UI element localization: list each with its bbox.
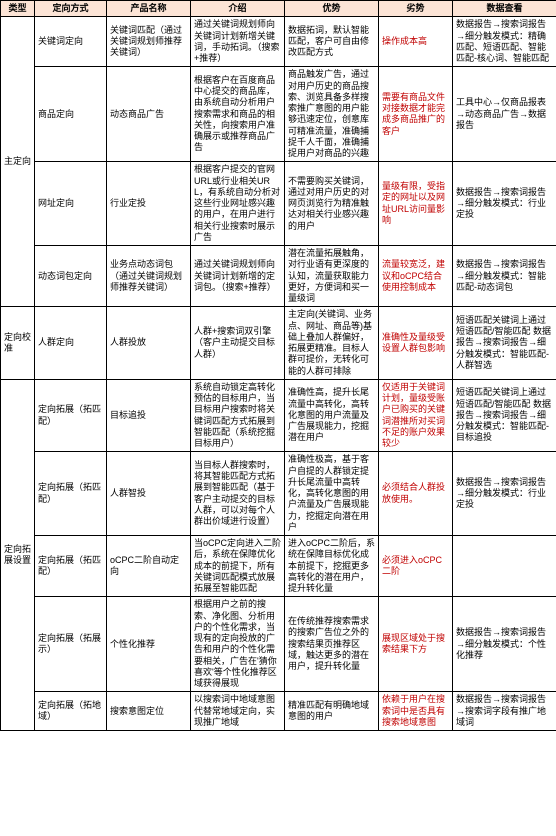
cell-c4: 主定向(关键词、业务点、网址、商品等)基础上叠加人群偏好，拓展更精准。目标人群可… — [285, 307, 379, 380]
cell-c4: 进入oCPC二阶后，系统在保障目标优化成本前提下，挖掘更多高转化的潜在用户，提升… — [285, 536, 379, 597]
cell-c5: 依赖于用户在搜索词中是否具有搜索地域意图 — [379, 692, 453, 731]
cell-c4: 准确性高，提升长尾流量中高转化，高转化意图的用户流量及广告展现能力，挖掘潜在用户 — [285, 379, 379, 452]
header-0: 类型 — [1, 1, 35, 17]
cell-c3: 人群+搜索词双引擎（客户主动提交目标人群） — [191, 307, 285, 380]
table-row: 定向拓展（拓匹配）人群智投当目标人群搜索时，将其智能匹配方式拓展到智能匹配（基于… — [1, 452, 556, 536]
cell-c5: 操作成本高 — [379, 17, 453, 67]
table-row: 定向校准人群定向人群投放人群+搜索词双引擎（客户主动提交目标人群）主定向(关键词… — [1, 307, 556, 380]
cell-c6: 工具中心→仅商品报表→动态商品广告→数据报告 — [453, 67, 556, 162]
cell-c1: 定向拓展（拓匹配） — [35, 452, 107, 536]
cell-c3: 通过关键词规划师向关键词计划新增的定词包。（搜索+推荐） — [191, 246, 285, 307]
cell-c1: 人群定向 — [35, 307, 107, 380]
table-body: 主定向关键词定向关键词匹配（通过关键词规划师推荐关键词）通过关键词规划师向关键词… — [1, 17, 556, 731]
cell-c2: 关键词匹配（通过关键词规划师推荐关键词） — [107, 17, 191, 67]
cell-c6: 数据报告→搜索词报告→细分触发模式：行业定投 — [453, 452, 556, 536]
header-4: 优势 — [285, 1, 379, 17]
table-row: 定向拓展（拓展示）个性化推荐根据用户之前的搜索、净化图、分析用户的个性化需求，当… — [1, 597, 556, 692]
header-2: 产品名称 — [107, 1, 191, 17]
cell-c1: 定向拓展（拓匹配） — [35, 536, 107, 597]
cell-c4: 潜在流量拓展触角，对行业语有更深度的认知，流量获取能力更好，方便词和买一量级词 — [285, 246, 379, 307]
cell-c4: 不需要购买关键词，通过对用户历史的对网页浏览行为精准触达对相关行业感兴趣的用户 — [285, 162, 379, 246]
cell-c3: 当目标人群搜索时，将其智能匹配方式拓展到智能匹配（基于客户主动提交的目标人群，可… — [191, 452, 285, 536]
cell-c2: 行业定投 — [107, 162, 191, 246]
table-row: 网址定向行业定投根据客户提交的官网URL或行业相关URL，有系统自动分析对这些行… — [1, 162, 556, 246]
cell-c6: 数据报告→搜索词报告→细分触发模式：智能匹配-动态词包 — [453, 246, 556, 307]
cell-c2: 搜索意图定位 — [107, 692, 191, 731]
cell-c4: 在传统推荐搜索需求的搜索广告位之外的搜索结果页推荐区域，触达更多的潜在用户，提升… — [285, 597, 379, 692]
cell-c5: 仅适用于关键词计划，量级受账户已购买的关键词潜推所对买词不足的账户效果较少 — [379, 379, 453, 452]
table-row: 商品定向动态商品广告根据客户在百度商品中心提交的商品库，由系统自动分析用户搜索需… — [1, 67, 556, 162]
cell-c6: 数据报告→搜索词报告→细分触发模式：个性化推荐 — [453, 597, 556, 692]
cell-c0: 定向校准 — [1, 307, 35, 380]
cell-c3: 根据客户在百度商品中心提交的商品库，由系统自动分析用户搜索需求和商品的相关性，向… — [191, 67, 285, 162]
cell-c6: 短语匹配关键词上通过短语匹配/智能匹配 数据报告→搜索词报告→细分触发模式：智能… — [453, 307, 556, 380]
header-5: 劣势 — [379, 1, 453, 17]
cell-c1: 商品定向 — [35, 67, 107, 162]
cell-c1: 定向拓展（拓匹配） — [35, 379, 107, 452]
cell-c4: 数据拓词，默认智能匹配，客户可自由修改匹配方式 — [285, 17, 379, 67]
cell-c6: 数据报告→搜索词报告→搜索词字段有推广地域词 — [453, 692, 556, 731]
cell-c5: 流量较宽泛，建议和oCPC结合使用控制成本 — [379, 246, 453, 307]
cell-c4: 准确性极高，基于客户自提的人群锁定提升长尾流量中高转化，高转化意图的用户流量及广… — [285, 452, 379, 536]
cell-c5: 必须结合人群投放使用。 — [379, 452, 453, 536]
cell-c3: 根据用户之前的搜索、净化图、分析用户的个性化需求，当现有的定向投放的广告和用户的… — [191, 597, 285, 692]
table-header-row: 类型定向方式产品名称介绍优势劣势数据查看 — [1, 1, 556, 17]
cell-c6 — [453, 536, 556, 597]
cell-c2: 个性化推荐 — [107, 597, 191, 692]
header-1: 定向方式 — [35, 1, 107, 17]
targeting-table: 类型定向方式产品名称介绍优势劣势数据查看 主定向关键词定向关键词匹配（通过关键词… — [0, 0, 556, 731]
table-row: 定向拓展（拓地域）搜索意图定位以搜索词中地域意图代替常地域定向，实现推广地域精准… — [1, 692, 556, 731]
cell-c5: 准确性及量级受设置人群包影响 — [379, 307, 453, 380]
cell-c2: 目标追投 — [107, 379, 191, 452]
cell-c5: 量级有限，受指定的网址以及网址URL访问量影响 — [379, 162, 453, 246]
cell-c2: oCPC二阶自动定向 — [107, 536, 191, 597]
cell-c3: 以搜索词中地域意图代替常地域定向，实现推广地域 — [191, 692, 285, 731]
cell-c2: 人群投放 — [107, 307, 191, 380]
table-row: 定向拓展设置定向拓展（拓匹配）目标追投系统自动锁定高转化预估的目标用户，当目标用… — [1, 379, 556, 452]
table-row: 动态词包定向业务点动态词包（通过关键词规划师推荐关键词）通过关键词规划师向关键词… — [1, 246, 556, 307]
cell-c5: 需要有商品文件对接数据才能完成多商品推广的客户 — [379, 67, 453, 162]
table-row: 主定向关键词定向关键词匹配（通过关键词规划师推荐关键词）通过关键词规划师向关键词… — [1, 17, 556, 67]
cell-c4: 精准匹配有明确地域意图的用户 — [285, 692, 379, 731]
cell-c3: 根据客户提交的官网URL或行业相关URL，有系统自动分析对这些行业网址感兴趣的用… — [191, 162, 285, 246]
cell-c6: 短语匹配关键词上通过短语匹配/智能匹配 数据报告→搜索词报告→细分触发模式：智能… — [453, 379, 556, 452]
header-3: 介绍 — [191, 1, 285, 17]
cell-c5: 展现区域处于搜索结果下方 — [379, 597, 453, 692]
cell-c2: 业务点动态词包（通过关键词规划师推荐关键词） — [107, 246, 191, 307]
cell-c0: 主定向 — [1, 17, 35, 307]
cell-c5: 必须进入oCPC二阶 — [379, 536, 453, 597]
table-row: 定向拓展（拓匹配）oCPC二阶自动定向当oCPC定向进入二阶后，系统在保障优化成… — [1, 536, 556, 597]
cell-c3: 当oCPC定向进入二阶后，系统在保障优化成本的前提下，所有关键词匹配模式放展拓展… — [191, 536, 285, 597]
cell-c0: 定向拓展设置 — [1, 379, 35, 730]
cell-c1: 关键词定向 — [35, 17, 107, 67]
cell-c3: 系统自动锁定高转化预估的目标用户，当目标用户搜索时将关键词匹配方式拓展到智能匹配… — [191, 379, 285, 452]
cell-c4: 商品触发广告，通过对用户历史的商品搜索、浏览具备多样搜索推广意图的用户能够迅速定… — [285, 67, 379, 162]
cell-c6: 数据报告→搜索词报告→细分触发模式：精确匹配、短语匹配、智能匹配-核心词、智能匹… — [453, 17, 556, 67]
header-6: 数据查看 — [453, 1, 556, 17]
cell-c1: 定向拓展（拓地域） — [35, 692, 107, 731]
cell-c6: 数据报告→搜索词报告→细分触发模式：行业定投 — [453, 162, 556, 246]
cell-c3: 通过关键词规划师向关键词计划新增关键词，手动拓词。（搜索+推荐） — [191, 17, 285, 67]
cell-c1: 定向拓展（拓展示） — [35, 597, 107, 692]
cell-c1: 动态词包定向 — [35, 246, 107, 307]
cell-c2: 人群智投 — [107, 452, 191, 536]
cell-c1: 网址定向 — [35, 162, 107, 246]
cell-c2: 动态商品广告 — [107, 67, 191, 162]
